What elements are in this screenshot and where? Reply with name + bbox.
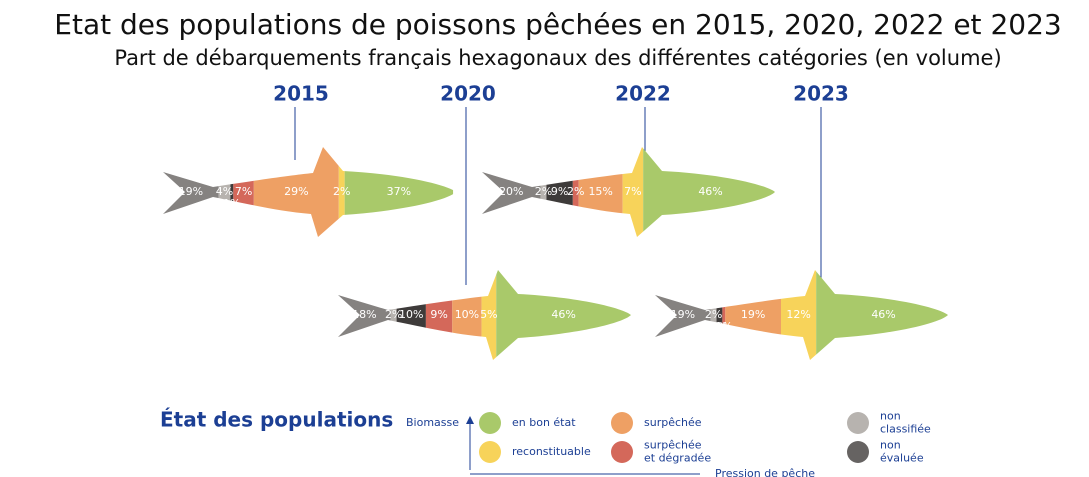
- segment-label: 10%: [399, 308, 423, 321]
- legend-swatch: [611, 441, 633, 463]
- chart-subtitle: Part de débarquements français hexagonau…: [114, 46, 1001, 70]
- segment: [722, 270, 726, 360]
- segment: [716, 270, 723, 360]
- legend-label: surpêchée: [644, 439, 702, 452]
- legend-label: non: [880, 439, 901, 452]
- segment-label: 9%: [551, 185, 568, 198]
- segment-label: 7%: [624, 185, 641, 198]
- legend-swatch: [479, 412, 501, 434]
- segment-label: 46%: [698, 185, 722, 198]
- segment-label: 19%: [179, 185, 203, 198]
- segment-label: 2%: [333, 185, 350, 198]
- segment-label: 37%: [387, 185, 411, 198]
- legend-label: reconstituable: [512, 445, 591, 458]
- year-label: 2020: [440, 82, 496, 106]
- segment-label: 29%: [284, 185, 308, 198]
- segment-label: 20%: [499, 185, 523, 198]
- legend-title: État des populations: [160, 408, 393, 432]
- x-axis-label: Pression de pêche: [715, 467, 815, 477]
- legend-swatch: [479, 441, 501, 463]
- segment: [230, 147, 234, 237]
- chart-title: Etat des populations de poissons pêchées…: [54, 8, 1061, 41]
- arrow-head: [466, 416, 474, 424]
- legend-label: évaluée: [880, 452, 924, 465]
- fish: 19% 2%2%1% 19% 12% 46%: [655, 270, 948, 360]
- year-label: 2023: [793, 82, 849, 106]
- legend-label: et dégradée: [644, 452, 711, 465]
- legend-swatch: [847, 412, 869, 434]
- segment-label: 1%: [223, 197, 240, 210]
- segment-label: 5%: [480, 308, 497, 321]
- segment-label: 46%: [551, 308, 575, 321]
- fish: 20% 2%9%2% 15% 7% 46%: [482, 147, 775, 237]
- segment: [390, 270, 397, 360]
- segment: [338, 147, 345, 237]
- legend-label: non: [880, 410, 901, 423]
- legend-label: classifiée: [880, 423, 931, 436]
- year-label: 2015: [273, 82, 329, 106]
- segment-label: 19%: [741, 308, 765, 321]
- segment: [540, 147, 547, 237]
- segment: [710, 270, 717, 360]
- segment: [572, 147, 579, 237]
- segment-label: 19%: [671, 308, 695, 321]
- segment-label: 9%: [430, 308, 447, 321]
- segment-label: 2%: [567, 185, 584, 198]
- segment-label: 2%: [535, 185, 552, 198]
- segment-label: 12%: [786, 308, 810, 321]
- segment-label: 1%: [715, 320, 732, 333]
- legend-label: en bon état: [512, 416, 576, 429]
- year-label: 2022: [615, 82, 671, 106]
- legend-swatch: [847, 441, 869, 463]
- fish: 18% 2%10% 9% 10% 5% 46%: [338, 270, 631, 360]
- legend-label: surpêchée: [644, 416, 702, 429]
- y-axis-label: Biomasse: [406, 416, 459, 429]
- segment-label: 18%: [352, 308, 376, 321]
- fish: 19% 4%1%7% 29% 2% 37%: [163, 147, 454, 237]
- legend-swatch: [611, 412, 633, 434]
- segment-label: 7%: [235, 185, 252, 198]
- segment-label: 4%: [216, 185, 233, 198]
- segment-label: 2%: [385, 308, 402, 321]
- segment-label: 2%: [711, 320, 728, 333]
- segment: [218, 147, 231, 237]
- segment-label: 2%: [705, 308, 722, 321]
- segment-label: 15%: [588, 185, 612, 198]
- segment-label: 46%: [871, 308, 895, 321]
- segment-label: 10%: [455, 308, 479, 321]
